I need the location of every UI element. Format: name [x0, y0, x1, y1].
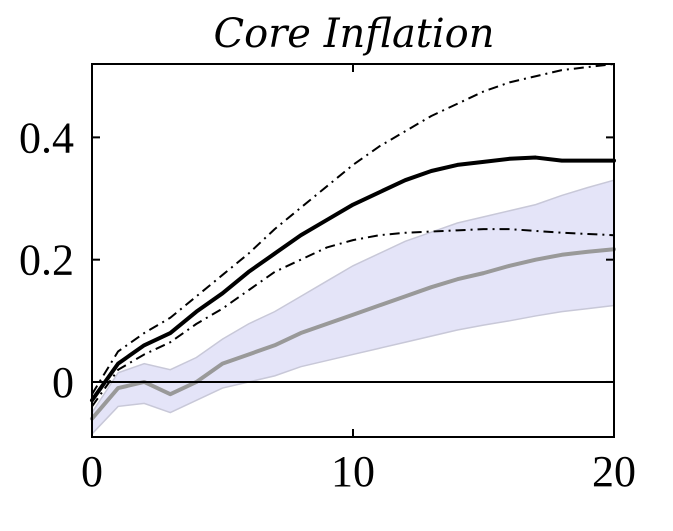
- band-lower-edge: [91, 304, 615, 435]
- y-tick-label: 0.2: [19, 236, 74, 285]
- confidence-band: [92, 180, 614, 434]
- tick-layer: 0 0.2 0.4 0 10 20: [19, 64, 636, 496]
- y-tick-label: 0.4: [19, 113, 74, 162]
- band-upper-edge: [91, 179, 615, 413]
- x-tick-label: 0: [81, 447, 103, 496]
- series-line-black: [90, 155, 616, 403]
- y-tick-label: 0: [52, 358, 74, 407]
- series-line-gray: [90, 247, 616, 421]
- x-tick-label: 10: [331, 447, 375, 496]
- series-line-dashdot-2: [91, 228, 615, 408]
- confidence-band-layer: [91, 179, 615, 435]
- x-tick-label: 20: [592, 447, 636, 496]
- series-layer: [90, 63, 616, 421]
- chart-title: Core Inflation: [214, 11, 495, 57]
